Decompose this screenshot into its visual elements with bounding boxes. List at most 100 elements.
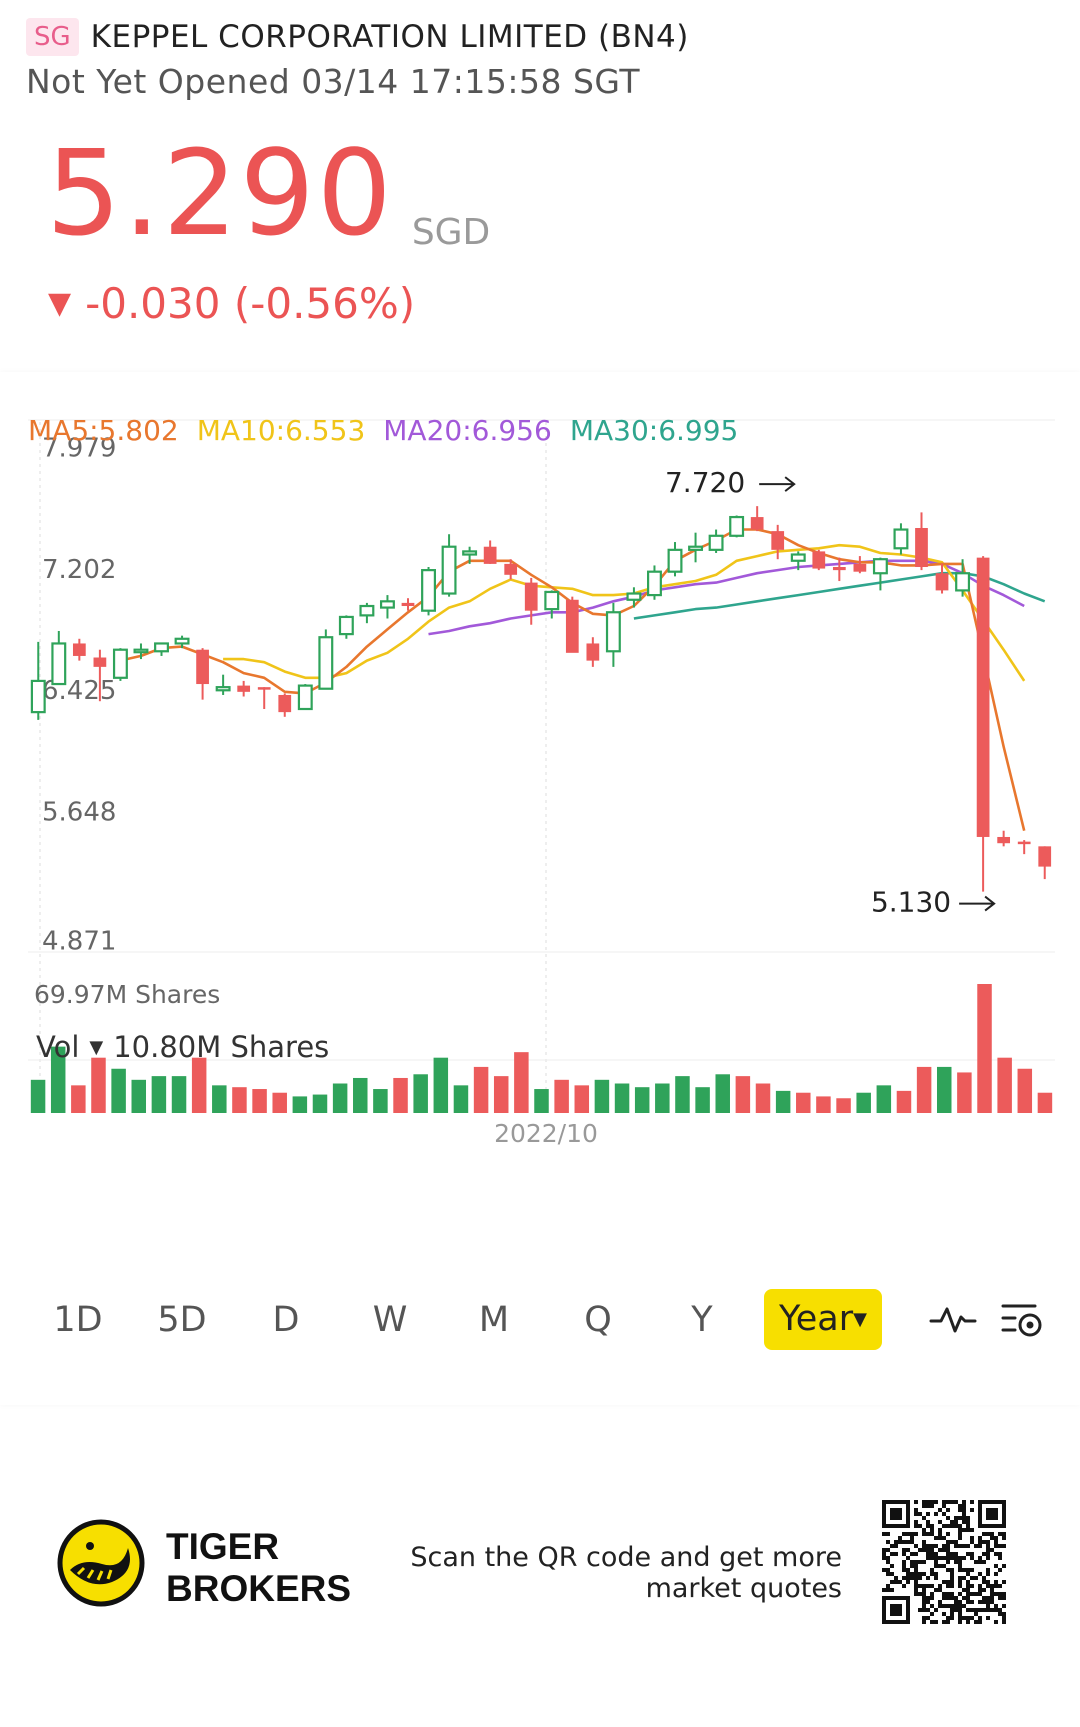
qr-module (922, 1588, 926, 1592)
brand-line-1: TIGER (166, 1526, 280, 1567)
candle-body-up (667, 548, 683, 573)
qr-module (922, 1596, 926, 1600)
period-5d[interactable]: 5D (157, 1299, 207, 1340)
qr-module (998, 1584, 1002, 1588)
qr-module (958, 1612, 962, 1616)
candle-body-up (626, 592, 642, 601)
period-1d[interactable]: 1D (53, 1299, 103, 1340)
period-quarter[interactable]: Q (584, 1299, 612, 1340)
qr-module (894, 1544, 898, 1548)
period-month[interactable]: M (478, 1299, 510, 1340)
period-day[interactable]: D (272, 1299, 300, 1340)
qr-module (994, 1604, 998, 1608)
qr-module (942, 1592, 946, 1596)
period-week[interactable]: W (372, 1299, 408, 1340)
qr-module (906, 1580, 910, 1584)
qr-module (986, 1600, 990, 1604)
qr-module (954, 1556, 958, 1560)
qr-module (954, 1604, 958, 1608)
qr-module (978, 1572, 982, 1576)
qr-module (994, 1584, 998, 1588)
qr-module (986, 1568, 990, 1572)
qr-module (962, 1576, 966, 1580)
indicator-icon[interactable] (918, 1290, 988, 1350)
qr-module (1002, 1532, 1006, 1536)
qr-module (910, 1564, 914, 1568)
qr-module (958, 1560, 962, 1564)
tiger-brokers-logo (56, 1518, 146, 1612)
volume-header[interactable]: Vol ▼ 10.80M Shares (36, 1030, 329, 1064)
candle-body-down (401, 602, 415, 607)
qr-module (946, 1580, 950, 1584)
candle-body-up (544, 590, 560, 611)
qr-module (926, 1596, 930, 1600)
qr-module (930, 1592, 934, 1596)
candle-body-down (812, 551, 826, 569)
qr-module (906, 1576, 910, 1580)
qr-module (990, 1532, 994, 1536)
footer: TIGER BROKERS Scan the QR code and get m… (0, 1500, 1080, 1640)
qr-module (970, 1500, 974, 1504)
qr-module (978, 1608, 982, 1612)
volume-bar (534, 1089, 549, 1113)
ma5-label: MA5:5.802 (28, 414, 179, 447)
qr-module (926, 1544, 930, 1548)
ma10-line (223, 543, 1026, 682)
qr-module (946, 1552, 950, 1556)
candlestick-chart[interactable]: 7.9797.2026.4255.6484.8717.7205.13069.97… (0, 372, 1080, 1272)
volume-bar (332, 1083, 348, 1113)
volume-bar (50, 1046, 66, 1113)
max-price-label: 7.720 (665, 466, 745, 499)
volume-bar (836, 1098, 851, 1113)
qr-module (934, 1564, 938, 1568)
period-year-dropdown[interactable]: Year▼ (764, 1289, 882, 1350)
qr-module (982, 1596, 986, 1600)
qr-module (922, 1500, 926, 1504)
qr-module (990, 1600, 994, 1604)
brand-name: TIGER BROKERS (166, 1526, 351, 1610)
volume-value: 10.80M Shares (113, 1030, 330, 1064)
qr-module (946, 1540, 950, 1544)
volume-bar (554, 1079, 569, 1113)
qr-module (898, 1536, 902, 1540)
volume-bar (574, 1085, 590, 1113)
qr-module (966, 1524, 970, 1528)
qr-module (914, 1592, 918, 1596)
period-year[interactable]: Y (691, 1299, 713, 1340)
qr-module (962, 1556, 966, 1560)
qr-module (990, 1588, 994, 1592)
qr-module (922, 1620, 926, 1624)
qr-module (914, 1564, 918, 1568)
chart-settings-icon[interactable] (988, 1290, 1058, 1350)
qr-module (950, 1604, 954, 1608)
qr-module (958, 1580, 962, 1584)
qr-module (882, 1568, 886, 1572)
qr-module (926, 1504, 930, 1508)
volume-bar (957, 1072, 972, 1113)
qr-module (902, 1552, 906, 1556)
qr-module (958, 1568, 962, 1572)
volume-bar (453, 1085, 469, 1113)
y-tick-label: 7.202 (42, 555, 116, 585)
qr-module (926, 1500, 930, 1504)
qr-module (954, 1544, 958, 1548)
qr-module (962, 1512, 966, 1516)
qr-module (966, 1608, 970, 1612)
qr-module (938, 1556, 942, 1560)
caret-down-icon: ▼ (89, 1036, 104, 1058)
qr-module (930, 1532, 934, 1536)
qr-module (922, 1560, 926, 1564)
qr-module (958, 1556, 962, 1560)
qr-module (938, 1588, 942, 1592)
qr-module (946, 1508, 950, 1512)
volume-bar (594, 1079, 610, 1113)
qr-module (974, 1544, 978, 1548)
volume-prefix: Vol (36, 1030, 80, 1064)
qr-module (966, 1528, 970, 1532)
qr-module (934, 1552, 938, 1556)
qr-module (922, 1548, 926, 1552)
volume-bar (111, 1068, 126, 1113)
qr-module (958, 1600, 962, 1604)
qr-module (954, 1608, 958, 1612)
qr-module (934, 1572, 938, 1576)
